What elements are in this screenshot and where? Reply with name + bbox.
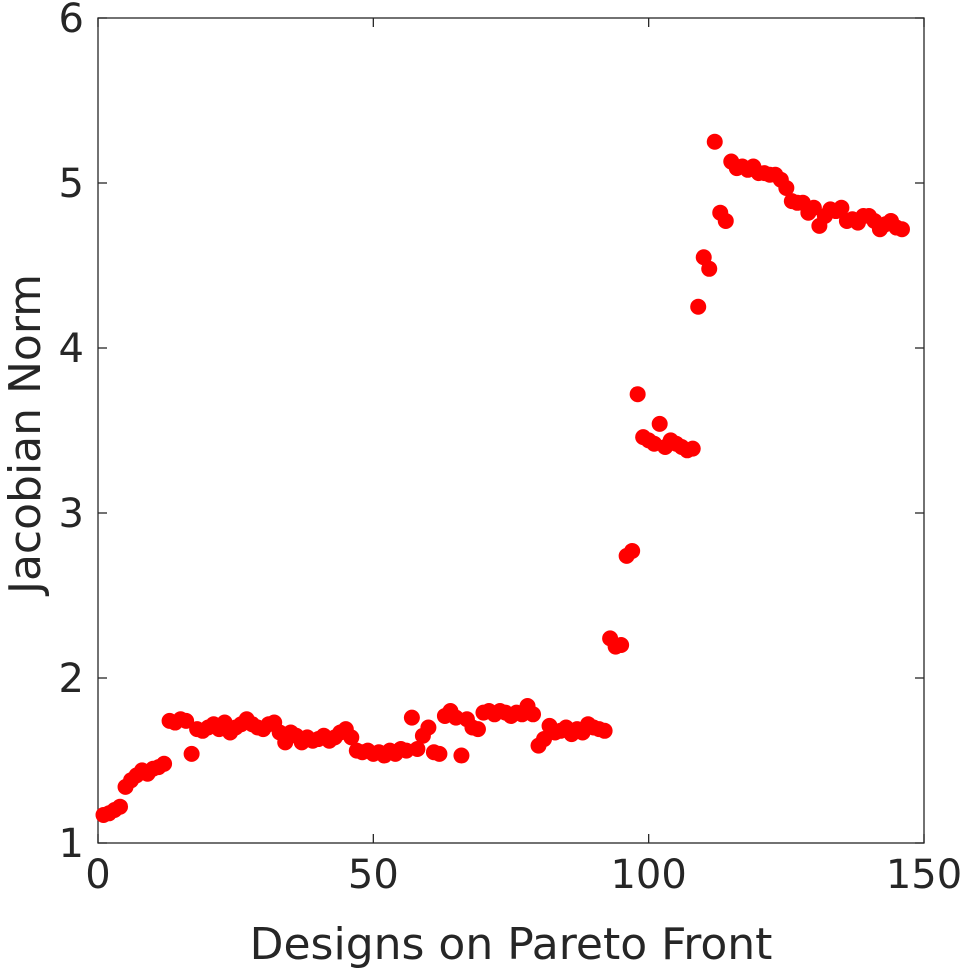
y-tick-label: 4 [59, 326, 84, 372]
data-point [706, 133, 723, 150]
data-point [183, 745, 200, 762]
axis-ticks: 0 50 100 150 1 2 3 4 5 6 [59, 0, 963, 898]
data-point [778, 179, 795, 196]
x-tick-label: 0 [85, 852, 110, 898]
y-tick-label: 6 [59, 0, 84, 42]
data-point [343, 729, 360, 746]
data-point [893, 221, 910, 238]
data-point [403, 709, 420, 726]
x-tick-label: 100 [610, 852, 686, 898]
data-point [178, 712, 195, 729]
plot-frame [97, 17, 925, 844]
data-point [420, 719, 437, 736]
plot-border [97, 17, 925, 844]
data-point [409, 740, 426, 757]
data-point [651, 415, 668, 432]
data-point [805, 199, 822, 216]
y-axis-label: Jacobian Norm [0, 274, 51, 597]
data-point [624, 542, 641, 559]
data-point [701, 260, 718, 277]
data-point [613, 637, 630, 653]
data-point [156, 755, 173, 772]
data-point [629, 386, 646, 403]
data-point [690, 298, 707, 315]
x-axis-label: Designs on Pareto Front [250, 919, 773, 970]
data-points [95, 133, 910, 823]
data-point [717, 212, 734, 229]
data-point [833, 199, 850, 216]
data-point [469, 721, 486, 738]
data-point [112, 798, 129, 815]
y-tick-label: 1 [59, 821, 84, 867]
y-tick-label: 3 [59, 491, 84, 537]
x-tick-label: 150 [886, 852, 962, 898]
data-point [431, 745, 448, 762]
y-tick-label: 5 [59, 161, 84, 207]
data-point [525, 706, 542, 723]
data-point [453, 747, 470, 764]
y-tick-label: 2 [59, 656, 84, 702]
data-point [596, 722, 613, 739]
x-tick-label: 50 [348, 852, 399, 898]
data-point [684, 440, 701, 457]
